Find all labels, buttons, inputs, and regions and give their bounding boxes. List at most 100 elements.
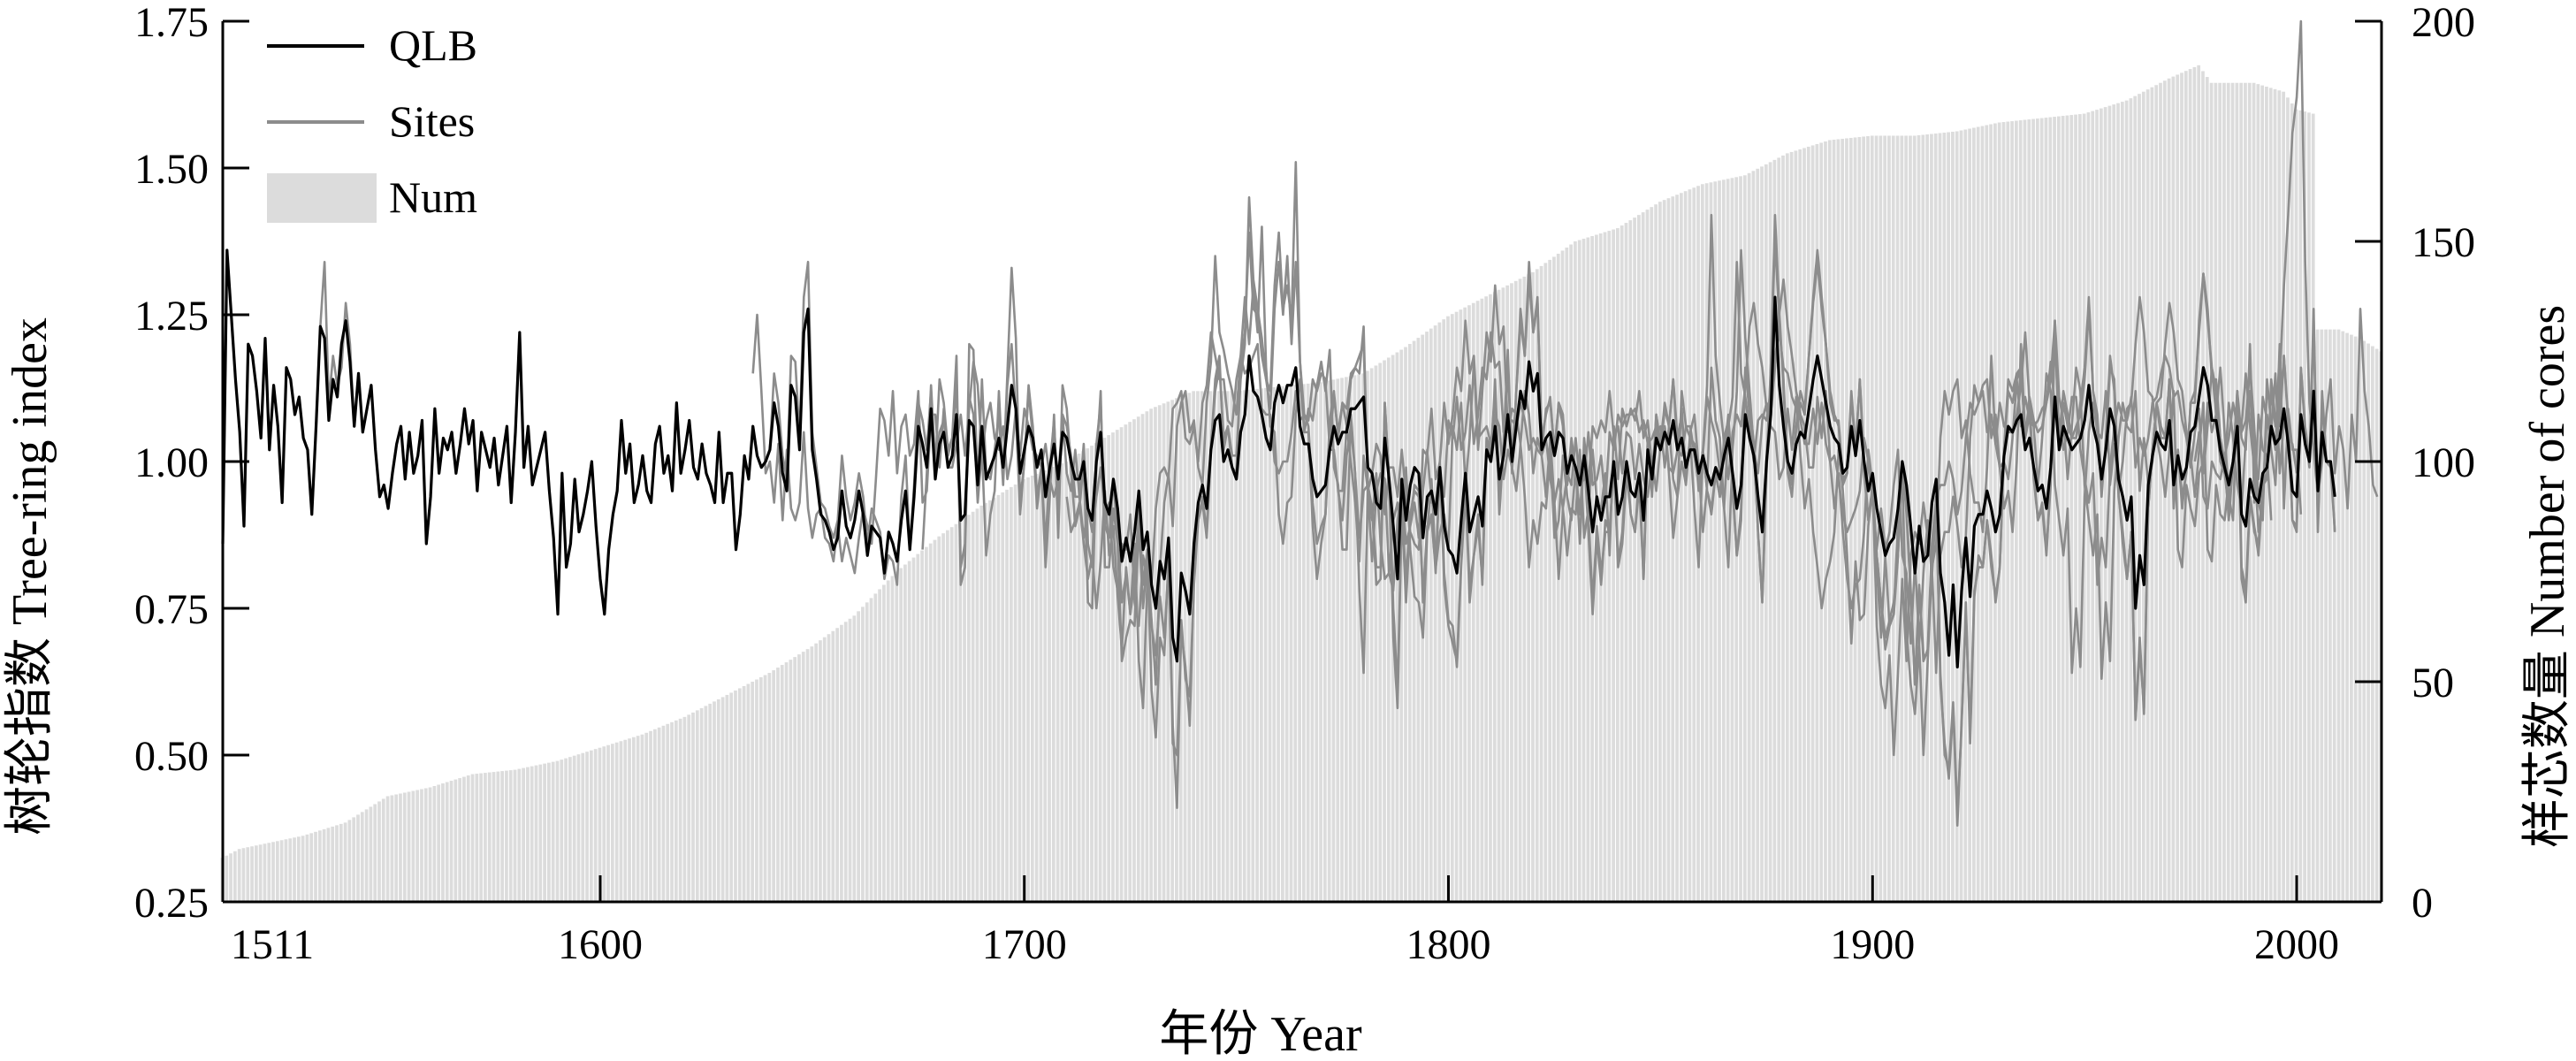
num-bar <box>2015 120 2018 903</box>
num-bar <box>1204 391 1208 902</box>
num-bar <box>814 643 819 902</box>
num-bar <box>746 683 751 902</box>
num-bar <box>1051 466 1056 902</box>
num-bar <box>1277 386 1280 903</box>
num-bar <box>1365 370 1369 902</box>
num-bar <box>1463 307 1467 902</box>
num-bar <box>797 654 801 902</box>
num-bar <box>1048 468 1051 902</box>
num-bar <box>2350 334 2353 903</box>
num-bar <box>691 712 695 902</box>
num-bar <box>1700 184 1704 902</box>
num-bar <box>237 849 241 902</box>
num-bar <box>1912 135 1917 903</box>
num-bar <box>2167 78 2171 903</box>
num-bar <box>2311 113 2315 902</box>
num-bar <box>364 809 369 902</box>
num-bar <box>1492 292 1497 902</box>
num-bar <box>373 804 377 902</box>
num-bar <box>423 788 428 902</box>
num-bar <box>2154 85 2159 902</box>
num-bar <box>1531 271 1535 902</box>
num-bar <box>462 776 466 902</box>
num-bar <box>1407 344 1412 902</box>
num-bar <box>1806 146 1810 902</box>
num-bar <box>1200 391 1204 902</box>
num-bar <box>1947 132 1950 902</box>
num-bar <box>1688 189 1692 903</box>
num-bar <box>848 618 852 902</box>
num-bar <box>441 783 445 902</box>
num-bar <box>670 721 674 902</box>
num-bar <box>2286 97 2290 902</box>
num-bar <box>2315 329 2320 903</box>
num-bar <box>1471 302 1475 903</box>
num-bar <box>381 798 385 902</box>
num-bar <box>1972 127 1976 902</box>
num-bar <box>907 561 911 902</box>
num-bar <box>305 834 309 902</box>
num-bar <box>1416 338 1421 902</box>
num-bar <box>614 742 619 902</box>
y-left-tick-label: 0.50 <box>134 733 209 780</box>
num-bar <box>1107 435 1111 902</box>
num-bar <box>1963 129 1968 902</box>
num-bar <box>314 831 317 902</box>
num-bar <box>1111 432 1115 902</box>
num-bar <box>1824 141 1827 902</box>
num-bar <box>1069 459 1072 902</box>
num-bar <box>1331 379 1336 902</box>
num-bar <box>331 826 335 902</box>
num-bar <box>1819 142 1824 902</box>
num-bar <box>1560 250 1565 903</box>
num-bar <box>886 580 890 902</box>
num-bar <box>1340 378 1344 902</box>
num-bar <box>2010 121 2014 903</box>
num-bar <box>966 515 971 902</box>
num-bar <box>560 759 564 902</box>
num-bar <box>2116 103 2120 902</box>
num-bar <box>649 730 652 902</box>
num-bar <box>1166 401 1170 902</box>
num-bar <box>1581 239 1586 902</box>
num-bar <box>767 673 772 902</box>
x-axis-title: 年份 Year <box>1159 1007 1362 1061</box>
num-bar <box>1985 125 1989 902</box>
num-bar <box>695 710 699 902</box>
num-bar <box>801 652 805 902</box>
num-bar <box>996 494 1001 902</box>
num-bar <box>1221 391 1225 902</box>
num-bar <box>2159 82 2162 903</box>
num-bar <box>2341 331 2345 903</box>
num-bar <box>1315 382 1319 902</box>
num-bar <box>963 517 966 902</box>
num-bar <box>992 497 996 902</box>
num-bar <box>1709 182 1713 902</box>
num-bar <box>2307 112 2311 903</box>
num-bar <box>1798 149 1802 903</box>
num-bar <box>576 754 581 902</box>
num-bar <box>2150 87 2154 902</box>
num-bar <box>1404 347 1407 902</box>
num-bar <box>1064 462 1069 902</box>
legend-label-sites: Sites <box>389 96 475 146</box>
num-bar <box>725 694 729 902</box>
num-bar <box>1574 241 1577 902</box>
num-bar <box>1467 305 1471 903</box>
num-bar <box>1726 179 1730 902</box>
num-bar <box>505 770 508 902</box>
num-bar <box>657 727 661 902</box>
num-bar <box>343 822 347 902</box>
num-bar <box>293 837 296 902</box>
num-bar <box>2336 329 2341 903</box>
num-bar <box>225 855 229 902</box>
num-bar <box>568 757 572 902</box>
num-bar <box>1344 377 1348 902</box>
num-bar <box>1475 301 1480 903</box>
num-bar <box>2265 86 2268 903</box>
num-bar <box>1353 375 1357 902</box>
num-bar <box>2138 94 2141 903</box>
num-bar <box>1145 411 1149 903</box>
num-bar <box>1361 373 1365 902</box>
